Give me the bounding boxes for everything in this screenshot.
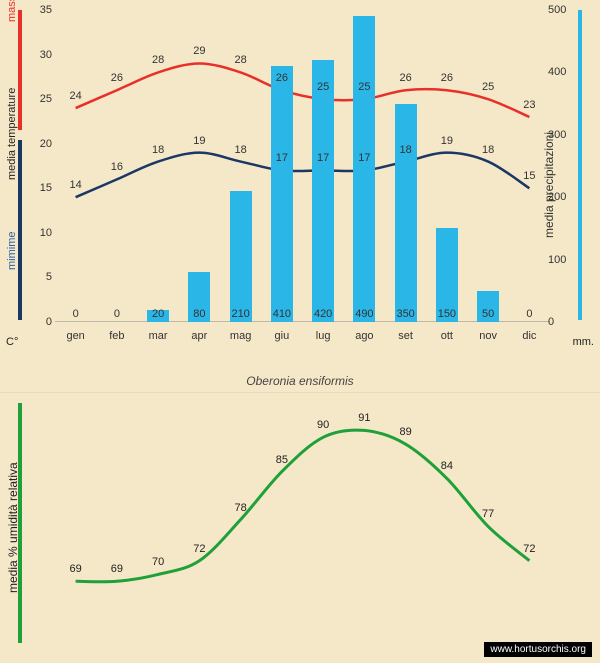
max-temp-value: 28 [152, 54, 164, 66]
humidity-value: 85 [276, 454, 288, 466]
edge-bar-left-red [18, 10, 22, 130]
min-temp-value: 18 [235, 144, 247, 156]
max-temp-value: 24 [70, 90, 82, 102]
max-temp-value: 25 [317, 81, 329, 93]
top-svg [55, 10, 550, 322]
min-temp-value: 17 [276, 152, 288, 164]
x-tick: set [398, 330, 413, 342]
x-tick: nov [479, 330, 497, 342]
min-temp-value: 14 [70, 179, 82, 191]
x-tick: ago [355, 330, 373, 342]
humidity-value: 72 [523, 543, 535, 555]
y-left-tick: 20 [32, 138, 52, 150]
precip-value: 210 [231, 308, 249, 320]
min-temp-value: 15 [523, 170, 535, 182]
min-temp-value: 18 [482, 144, 494, 156]
max-temp-value: 23 [523, 99, 535, 111]
precip-value: 150 [438, 308, 456, 320]
max-temp-value: 25 [482, 81, 494, 93]
x-tick: lug [316, 330, 331, 342]
max-temp-line [76, 63, 530, 116]
precip-value: 350 [396, 308, 414, 320]
humidity-chart: media % umidità relativa 696970727885909… [0, 392, 600, 663]
max-temp-value: 26 [276, 72, 288, 84]
precip-value: 50 [482, 308, 494, 320]
humidity-line [76, 430, 530, 582]
humidity-value: 89 [400, 426, 412, 438]
precip-bar [395, 104, 417, 322]
humidity-value: 69 [70, 563, 82, 575]
humidity-value: 91 [358, 412, 370, 424]
precip-value: 410 [273, 308, 291, 320]
y-left-tick: 30 [32, 49, 52, 61]
humidity-value: 78 [235, 502, 247, 514]
min-temp-value: 18 [152, 144, 164, 156]
bottom-svg [55, 403, 550, 643]
precip-bar [271, 66, 293, 322]
legend-min: mimime [6, 232, 18, 271]
precip-value: 0 [114, 308, 120, 320]
y-right-tick: 300 [548, 129, 572, 141]
min-temp-value: 19 [193, 135, 205, 147]
max-temp-value: 25 [358, 81, 370, 93]
humidity-value: 69 [111, 563, 123, 575]
left-axis-label: media temperature [6, 88, 18, 180]
y-left-tick: 0 [32, 316, 52, 328]
x-tick: dic [522, 330, 536, 342]
credit-badge: www.hortusorchis.org [484, 642, 592, 657]
right-unit: mm. [573, 336, 594, 348]
climate-chart-top: massime media temperature mimime C° mm. … [0, 0, 600, 370]
humidity-value: 72 [193, 543, 205, 555]
edge-bar-left-blue [18, 140, 22, 320]
precip-bar [312, 60, 334, 322]
precip-value: 20 [152, 308, 164, 320]
humidity-value: 84 [441, 460, 453, 472]
y-left-tick: 15 [32, 182, 52, 194]
y-left-tick: 10 [32, 227, 52, 239]
humidity-value: 77 [482, 508, 494, 520]
y-right-tick: 0 [548, 316, 572, 328]
y-left-tick: 5 [32, 271, 52, 283]
min-temp-value: 19 [441, 135, 453, 147]
x-tick: mag [230, 330, 251, 342]
x-tick: feb [109, 330, 124, 342]
min-temp-value: 17 [358, 152, 370, 164]
y-right-tick: 400 [548, 66, 572, 78]
max-temp-value: 26 [400, 72, 412, 84]
precip-value: 0 [73, 308, 79, 320]
y-left-tick: 25 [32, 93, 52, 105]
max-temp-value: 28 [235, 54, 247, 66]
precip-value: 0 [526, 308, 532, 320]
edge-bar-right [578, 10, 582, 320]
max-temp-value: 29 [193, 45, 205, 57]
y-right-tick: 100 [548, 254, 572, 266]
max-temp-value: 26 [441, 72, 453, 84]
legend-max: massime [6, 0, 18, 22]
y-right-tick: 500 [548, 4, 572, 16]
min-temp-value: 17 [317, 152, 329, 164]
x-tick: gen [66, 330, 84, 342]
chart-caption: Oberonia ensiformis [0, 370, 600, 392]
x-tick: giu [275, 330, 290, 342]
top-plot-area: 0 0 20 80 210 410 420 490 350 150 50 0 24 26 28 29 28 26 2… [55, 10, 550, 322]
left-unit: C° [6, 336, 18, 348]
max-temp-value: 26 [111, 72, 123, 84]
x-tick: ott [441, 330, 453, 342]
humidity-value: 90 [317, 419, 329, 431]
x-tick: apr [191, 330, 207, 342]
precip-bar [230, 191, 252, 322]
precip-value: 420 [314, 308, 332, 320]
y-left-tick: 35 [32, 4, 52, 16]
min-temp-line [76, 153, 530, 198]
bottom-plot-area: 69 69 70 72 78 85 90 91 89 84 77 72 [55, 403, 550, 643]
precip-value: 490 [355, 308, 373, 320]
x-tick: mar [149, 330, 168, 342]
humidity-value: 70 [152, 556, 164, 568]
min-temp-value: 16 [111, 161, 123, 173]
min-temp-value: 18 [400, 144, 412, 156]
precip-value: 80 [193, 308, 205, 320]
edge-bar-green [18, 403, 22, 643]
precip-bar [353, 16, 375, 322]
y-right-tick: 200 [548, 191, 572, 203]
